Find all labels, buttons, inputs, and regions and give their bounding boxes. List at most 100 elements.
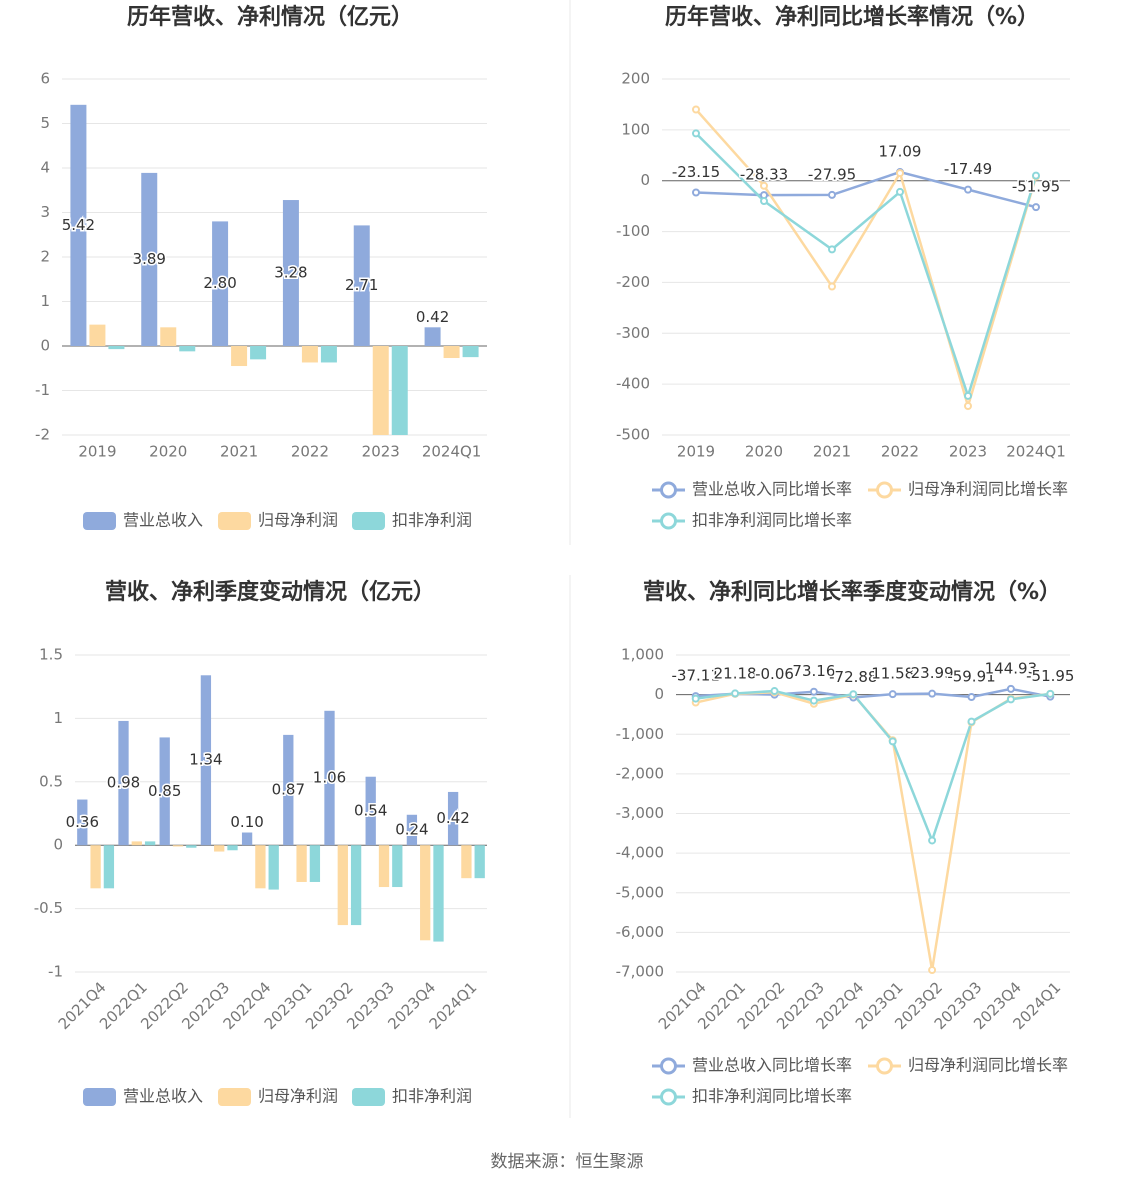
- bar: [131, 841, 142, 846]
- line-point: [888, 737, 897, 746]
- bar: [89, 324, 106, 346]
- line-point: [692, 105, 700, 114]
- line-point: [828, 282, 836, 291]
- data-label: 0.24: [395, 820, 428, 838]
- legend-swatch: [218, 512, 251, 530]
- line-point: [1046, 689, 1055, 698]
- legend-label: 扣非净利润同比增长率: [692, 1087, 852, 1106]
- chart-title: 营收、净利季度变动情况（亿元）: [105, 579, 435, 605]
- data-label: 2.80: [203, 274, 236, 292]
- bar: [301, 346, 318, 363]
- line-series: [695, 170, 1037, 209]
- legend-label: 扣非净利润: [392, 1087, 472, 1106]
- y-tick-label: 3: [40, 203, 50, 221]
- line-point: [828, 190, 836, 199]
- x-tick-label: 2019: [677, 443, 715, 461]
- bar: [118, 720, 129, 846]
- bar: [462, 346, 479, 358]
- line-point: [849, 690, 858, 699]
- bar: [70, 104, 87, 346]
- legend-swatch: [218, 1088, 251, 1106]
- bar: [350, 845, 362, 926]
- bar: [447, 791, 459, 846]
- bar: [108, 346, 125, 350]
- y-tick-label: 0: [640, 171, 650, 189]
- line-point: [964, 185, 972, 194]
- source-note: 数据来源：恒生聚源: [491, 1152, 644, 1172]
- y-tick-label: 0: [654, 685, 664, 703]
- bar: [461, 845, 472, 879]
- data-label: 21.18: [714, 664, 757, 682]
- chart-title: 历年营收、净利情况（亿元）: [127, 4, 413, 30]
- y-tick-label: -300: [616, 324, 650, 342]
- y-tick-label: 1: [53, 709, 63, 727]
- data-label: -28.33: [740, 166, 788, 184]
- line-series: [695, 689, 1051, 845]
- y-tick-label: 5: [40, 114, 50, 132]
- y-tick-label: 200: [621, 70, 650, 88]
- legend-swatch: [352, 1088, 385, 1106]
- bar: [424, 327, 441, 346]
- line-point: [928, 689, 937, 698]
- data-label: 5.42: [62, 216, 95, 234]
- y-tick-label: -4,000: [616, 844, 664, 862]
- legend-label: 归母净利润: [258, 1087, 338, 1106]
- bar: [255, 845, 266, 889]
- bar: [283, 734, 294, 846]
- bar: [378, 845, 390, 888]
- bar: [406, 814, 418, 846]
- x-tick-label: 2019: [78, 443, 116, 461]
- line-point: [731, 689, 740, 698]
- bar: [443, 346, 460, 359]
- data-label: 11.58: [871, 665, 914, 683]
- line-point: [888, 690, 897, 699]
- y-tick-label: -7,000: [616, 963, 664, 981]
- x-tick-label: 2022: [291, 443, 329, 461]
- data-label: -37.11: [672, 667, 720, 685]
- bar: [77, 799, 88, 846]
- bar: [250, 346, 267, 360]
- bar: [186, 845, 197, 848]
- bar: [90, 845, 101, 889]
- line-point: [1032, 171, 1040, 180]
- x-tick-label: 2024Q1: [1006, 443, 1066, 461]
- legend-label: 归母净利润: [258, 511, 338, 530]
- bar: [172, 845, 184, 847]
- bar: [282, 200, 299, 346]
- y-tick-label: 0: [53, 836, 63, 854]
- legend-swatch: [660, 1088, 677, 1106]
- legend-swatch: [352, 512, 385, 530]
- y-tick-label: 1: [40, 292, 50, 310]
- bar: [103, 845, 115, 889]
- y-tick-label: 1,000: [621, 646, 664, 664]
- line-point: [809, 687, 818, 696]
- line-point: [692, 188, 700, 197]
- y-tick-label: -1,000: [616, 725, 664, 743]
- legend-label: 营业总收入同比增长率: [692, 480, 852, 499]
- y-tick-label: -1: [48, 963, 63, 981]
- bar: [241, 832, 253, 846]
- chart-title: 历年营收、净利同比增长率情况（%）: [665, 4, 1039, 30]
- data-label: -23.15: [672, 163, 720, 181]
- y-tick-label: 1.5: [39, 646, 63, 664]
- chart-title: 营收、净利同比增长率季度变动情况（%）: [643, 579, 1061, 605]
- bar: [324, 710, 335, 846]
- legend-label: 营业总收入同比增长率: [692, 1056, 852, 1075]
- bar: [296, 845, 307, 882]
- x-tick-label: 2020: [149, 443, 187, 461]
- line-point: [828, 245, 836, 254]
- data-label: 0.87: [272, 781, 305, 799]
- data-label: -51.95: [1026, 667, 1074, 685]
- y-tick-label: 0.5: [39, 772, 63, 790]
- line-point: [928, 836, 937, 845]
- data-label: 0.10: [230, 813, 263, 831]
- legend-swatch: [660, 481, 677, 499]
- bar: [268, 845, 279, 890]
- bar: [144, 841, 156, 846]
- line-point: [1006, 695, 1015, 704]
- data-label: 3.89: [133, 250, 166, 268]
- data-label: -0.06: [755, 665, 794, 683]
- line-point: [1032, 203, 1040, 212]
